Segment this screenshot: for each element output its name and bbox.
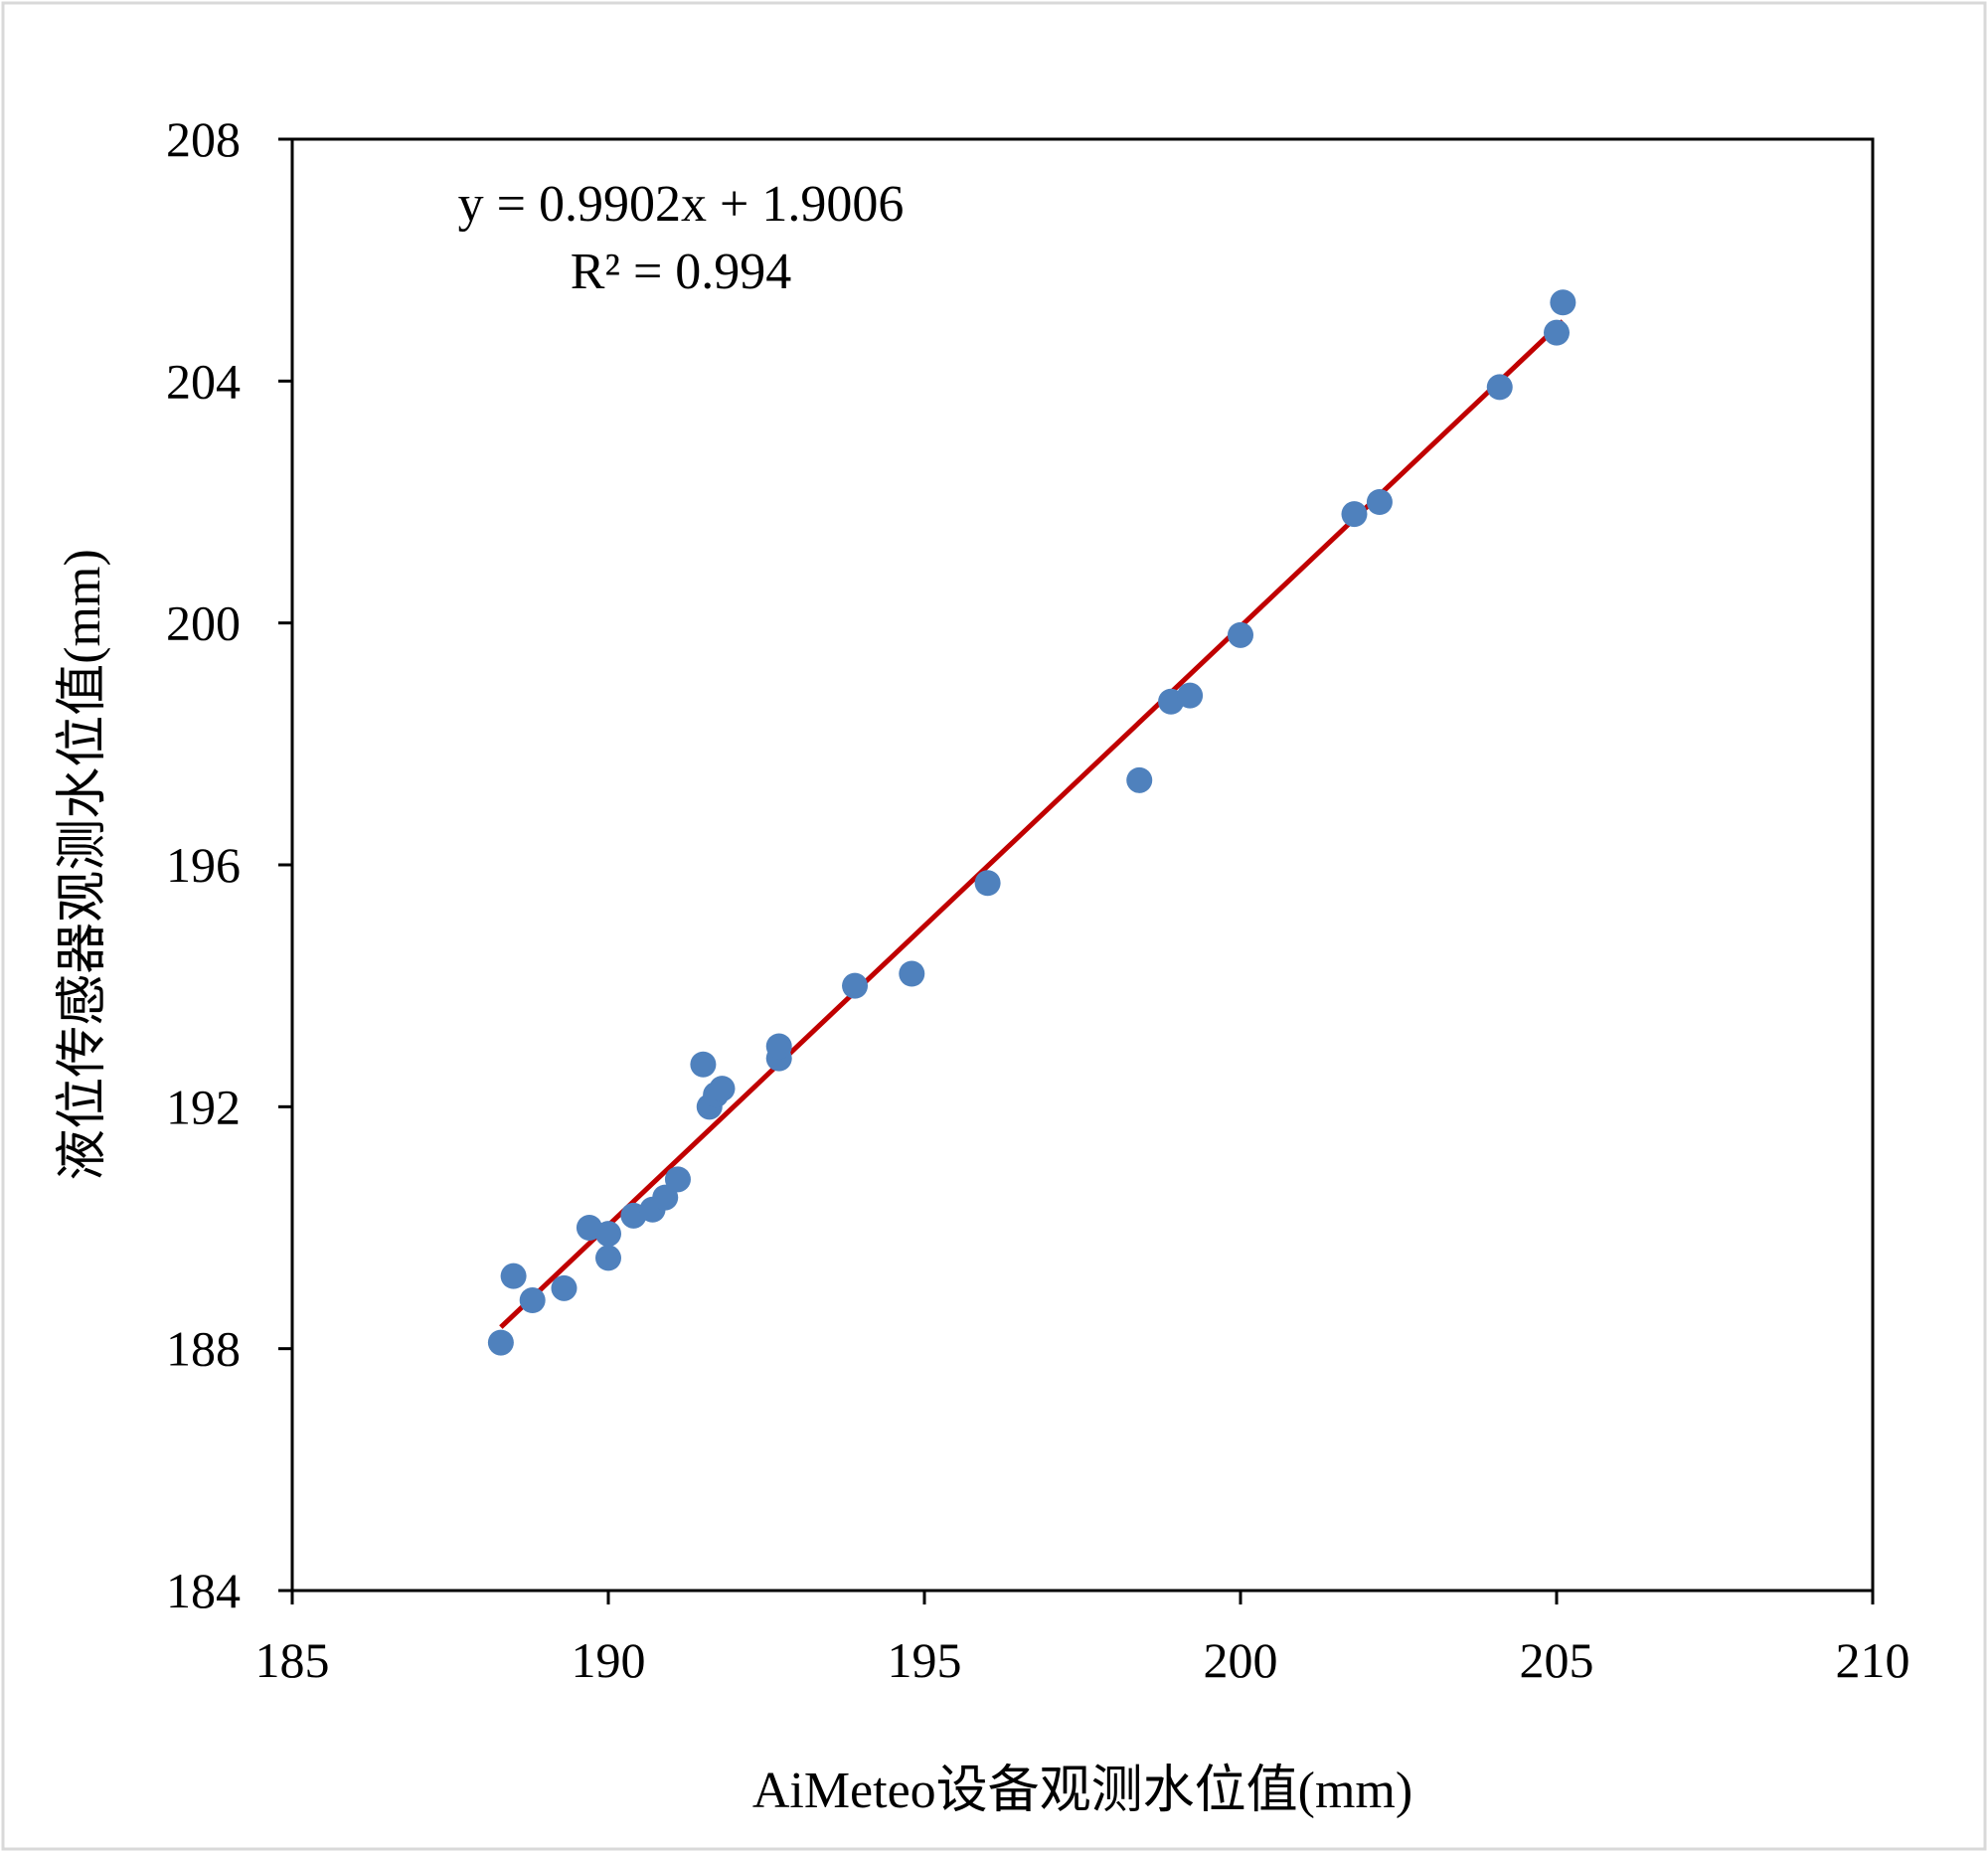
y-axis-title: 液位传感器观测水位值(mm): [55, 549, 111, 1181]
data-point: [690, 1051, 717, 1078]
x-tick-label: 205: [1520, 1632, 1594, 1688]
data-point: [652, 1184, 679, 1211]
data-point: [974, 870, 1001, 897]
data-point: [487, 1329, 514, 1356]
y-tick-label: 196: [166, 837, 241, 893]
data-point: [500, 1263, 527, 1289]
x-tick-label: 190: [572, 1632, 646, 1688]
data-point: [842, 972, 869, 999]
data-point: [1177, 682, 1204, 709]
data-point: [1366, 489, 1393, 515]
data-point: [709, 1076, 736, 1102]
data-point: [664, 1166, 691, 1193]
data-point: [899, 960, 925, 987]
data-points: [487, 289, 1576, 1356]
data-point: [1126, 766, 1153, 793]
trendline: [499, 319, 1566, 1329]
data-point: [1341, 501, 1368, 528]
data-point: [1228, 621, 1253, 648]
data-point: [765, 1033, 792, 1060]
regression-equation: y = 0.9902x + 1.9006: [458, 176, 905, 233]
data-point: [595, 1245, 621, 1271]
data-point: [551, 1274, 578, 1301]
y-tick-label: 208: [166, 111, 241, 167]
data-point: [1486, 374, 1513, 401]
y-tick-label: 192: [166, 1079, 241, 1134]
data-point: [1544, 319, 1570, 346]
y-tick-label: 188: [166, 1321, 241, 1377]
y-tick-label: 200: [166, 595, 241, 651]
x-tick-label: 210: [1836, 1632, 1910, 1688]
x-tick-label: 195: [888, 1632, 962, 1688]
x-tick-label: 200: [1204, 1632, 1278, 1688]
r-squared-label: R² = 0.994: [571, 244, 792, 300]
data-point: [519, 1287, 546, 1313]
x-axis-title: AiMeteo设备观测水位值(mm): [752, 1763, 1412, 1819]
y-tick-label: 184: [166, 1563, 241, 1618]
axis-ticks: 185 190 195 200 205 210 184 188 192 196 200 204 208: [166, 111, 1910, 1688]
trendline-group: [499, 319, 1566, 1329]
x-tick-label: 185: [255, 1632, 330, 1688]
data-point: [595, 1221, 621, 1248]
y-tick-label: 204: [166, 353, 241, 409]
data-point: [1550, 289, 1576, 316]
